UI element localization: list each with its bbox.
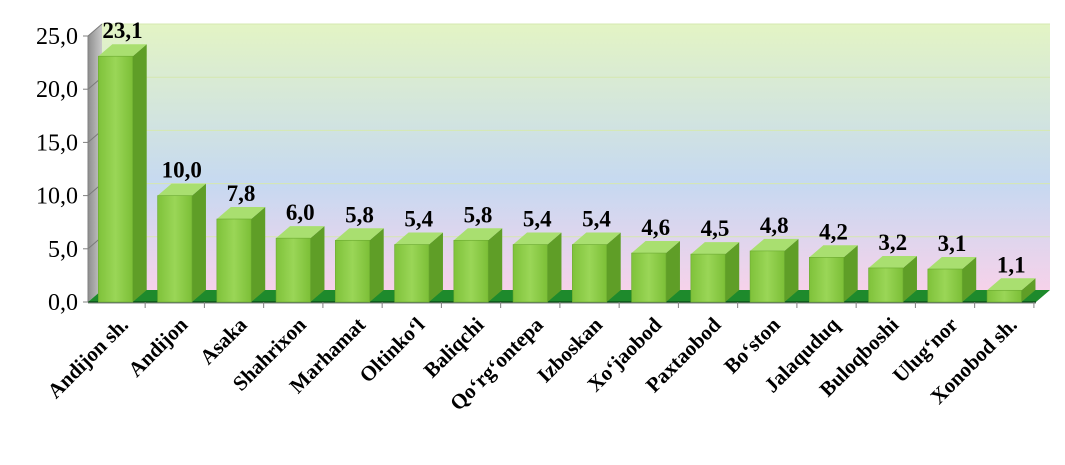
bar <box>216 207 266 303</box>
bars: 23,1 10,0 7,8 6,0 5,8 5,4 5,8 5,4 5,4 4,6 4,5 4,8 4,… <box>98 18 1036 303</box>
x-tick-label: Andijon <box>123 312 192 381</box>
bar-side <box>428 232 443 302</box>
bar-top <box>572 232 621 245</box>
bar <box>809 245 858 303</box>
x-tick-label: Oltinko‘l <box>355 312 430 387</box>
bar-side <box>488 228 503 302</box>
bar-top <box>216 207 266 220</box>
bar-front <box>572 244 608 303</box>
gridline-diagonal <box>87 23 103 37</box>
bar-top <box>335 228 384 241</box>
bar-side <box>725 242 740 302</box>
y-tick-label: 25,0 <box>36 24 78 50</box>
data-label: 7,8 <box>227 181 256 206</box>
bar-front <box>157 195 193 303</box>
data-label: 5,8 <box>464 202 493 227</box>
bar <box>275 226 325 303</box>
data-label: 5,4 <box>404 207 433 232</box>
bar <box>868 255 917 303</box>
bar-top <box>868 255 917 268</box>
y-tick-label: 20,0 <box>36 77 78 103</box>
bar-side <box>843 245 858 302</box>
data-label: 4,2 <box>819 219 848 244</box>
bar-side <box>369 228 384 302</box>
bar <box>986 278 1036 303</box>
y-tick-label: 15,0 <box>36 130 78 156</box>
bar-side <box>784 238 799 302</box>
bar-front <box>453 239 489 303</box>
bar-side <box>251 207 266 302</box>
bar-side <box>547 232 562 302</box>
data-label: 6,0 <box>286 200 315 225</box>
bar-front <box>809 257 845 303</box>
bar-top <box>809 245 858 258</box>
bar-top <box>98 44 147 57</box>
bar-front <box>986 289 1022 303</box>
bar-front <box>216 218 252 303</box>
bar <box>572 232 621 303</box>
bar-side <box>606 232 621 302</box>
bar-side <box>1021 278 1036 302</box>
bar-front <box>690 253 726 303</box>
y-tick-label: 10,0 <box>36 184 78 210</box>
x-tick-label: Andijon sh. <box>43 313 133 403</box>
y-tick-label: 5,0 <box>48 237 78 263</box>
bar-side <box>665 241 680 302</box>
bar-side <box>902 255 917 302</box>
data-label: 4,6 <box>641 215 670 240</box>
x-tick-label: Asaka <box>195 312 252 369</box>
data-label: 5,4 <box>582 207 611 232</box>
y-tick-label: 0,0 <box>48 290 78 316</box>
data-label: 3,1 <box>938 231 967 256</box>
x-axis: Andijon sh.Andijon AsakaShahrixonMarhamat… <box>43 302 1036 415</box>
bar-front <box>335 239 371 303</box>
bar-top <box>276 226 325 239</box>
bar-top <box>157 183 206 196</box>
bar-top <box>987 278 1036 291</box>
data-label: 4,5 <box>701 216 730 241</box>
data-label: 1,1 <box>997 252 1026 277</box>
data-label: 23,1 <box>102 18 142 43</box>
bar-front <box>98 55 134 303</box>
bar-side <box>132 44 147 302</box>
bar <box>749 238 799 303</box>
y-axis: 0,0 5,0 10,0 15,0 20,0 25,0 <box>36 24 89 316</box>
bar-top <box>750 238 799 251</box>
data-label: 5,8 <box>345 202 374 227</box>
bar <box>157 183 206 303</box>
bar-front <box>631 252 667 303</box>
bar-side <box>191 183 206 302</box>
bar <box>690 242 740 303</box>
bar-top <box>927 257 977 270</box>
bar <box>335 228 384 303</box>
bar-top <box>394 232 443 245</box>
bar <box>394 232 443 303</box>
bar-front <box>927 268 963 303</box>
bar-front <box>868 267 904 303</box>
bar-front <box>394 244 430 303</box>
bar-top <box>690 242 740 255</box>
bar-front <box>512 244 548 303</box>
data-label: 4,8 <box>760 213 789 238</box>
bar-side <box>310 226 325 302</box>
bar-side <box>962 257 977 302</box>
bar-front <box>275 237 311 303</box>
bar-top <box>513 232 562 245</box>
data-label: 5,4 <box>523 207 552 232</box>
bar-top <box>631 241 680 254</box>
bar-top <box>453 228 503 241</box>
bar-front <box>749 250 785 303</box>
bar <box>512 232 562 303</box>
bar <box>927 257 977 303</box>
data-label: 10,0 <box>162 158 202 183</box>
bar <box>98 44 147 303</box>
data-label: 3,2 <box>878 230 907 255</box>
bar <box>631 241 680 303</box>
bar <box>453 228 503 303</box>
